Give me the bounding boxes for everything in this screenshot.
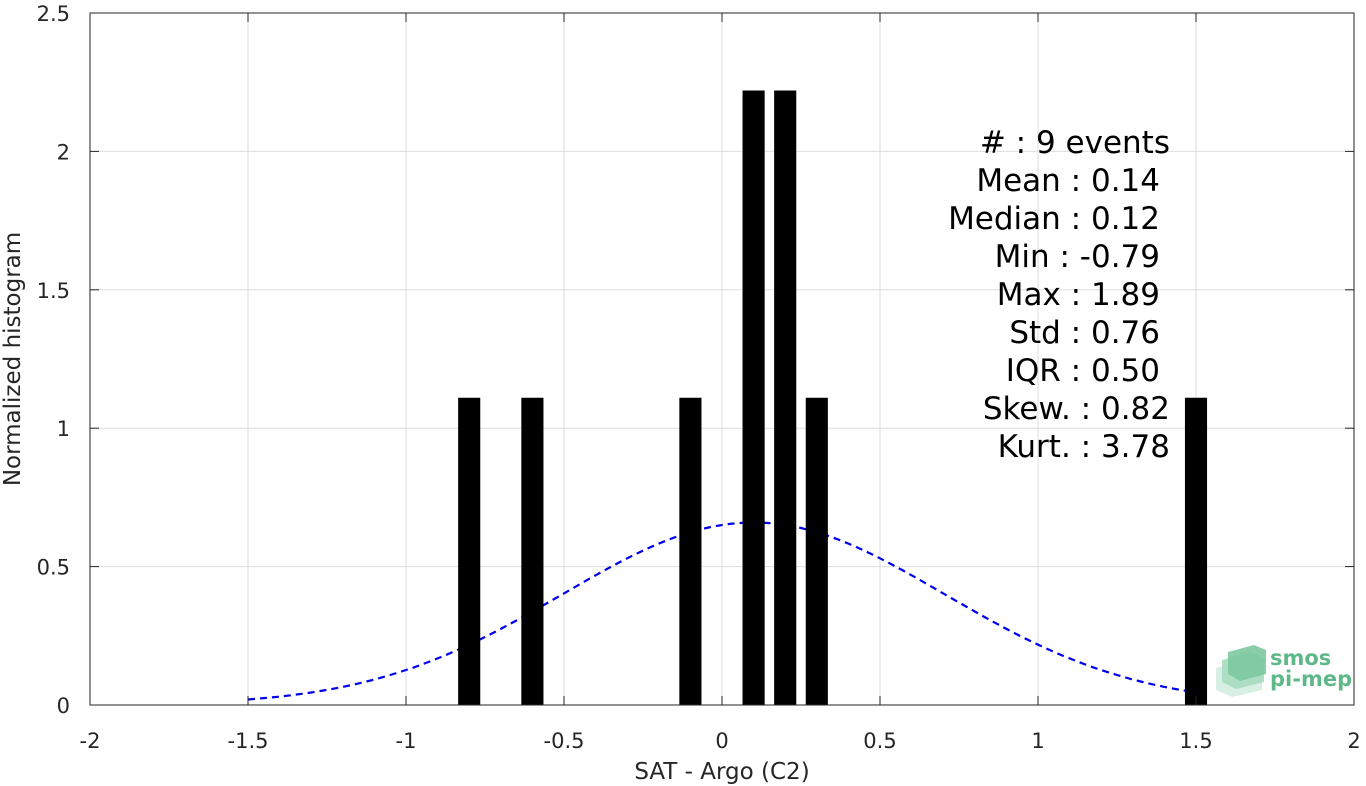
y-tick-label: 2.5 — [37, 2, 70, 26]
stat-kurt: Kurt. : 3.78 — [998, 429, 1170, 465]
grid-lines — [89, 12, 1355, 706]
x-tick-label: -0.5 — [544, 729, 585, 753]
y-axis-ticks: 0 0.5 1 1.5 2 2.5 — [37, 2, 1354, 718]
x-tick-label: 1.5 — [1179, 729, 1212, 753]
histogram-bar — [742, 90, 765, 705]
histogram-bars — [458, 90, 1208, 705]
x-tick-label: 0 — [715, 729, 728, 753]
histogram-bar — [805, 397, 828, 705]
y-tick-label: 1.5 — [37, 279, 70, 303]
x-axis-ticks: -2 -1.5 -1 -0.5 0 0.5 1 1.5 2 — [80, 13, 1361, 753]
y-tick-label: 1 — [57, 417, 70, 441]
y-axis-label: Normalized histogram — [0, 232, 26, 486]
gaussian-fit-layer — [247, 521, 1197, 701]
x-tick-label: 0.5 — [863, 729, 896, 753]
histogram-bar — [679, 397, 702, 705]
logo-text-smos: smos — [1270, 646, 1331, 670]
y-tick-label: 0.5 — [37, 556, 70, 580]
y-tick-label: 0 — [57, 694, 70, 718]
histogram-bar — [458, 397, 481, 705]
stat-min: Min : -0.79 — [995, 239, 1160, 275]
stat-count: # : 9 events — [980, 125, 1170, 161]
smos-pimep-logo: smos pi-mep — [1216, 645, 1352, 697]
stat-iqr: IQR : 0.50 — [1006, 353, 1160, 389]
x-tick-label: -1 — [396, 729, 417, 753]
histogram-bar — [1184, 397, 1208, 705]
gaussian-fit-curve — [247, 521, 1197, 701]
stat-skew: Skew. : 0.82 — [983, 391, 1170, 427]
stat-median: Median : 0.12 — [948, 201, 1160, 237]
histogram-bar — [774, 90, 797, 705]
x-axis-label: SAT - Argo (C2) — [634, 759, 809, 785]
logo-text-pimep: pi-mep — [1270, 667, 1352, 691]
x-tick-label: -2 — [80, 729, 101, 753]
stat-mean: Mean : 0.14 — [976, 163, 1160, 199]
logo-layers-icon — [1216, 645, 1266, 697]
x-tick-label: 2 — [1347, 729, 1360, 753]
stats-box: # : 9 events Mean : 0.14 Median : 0.12 M… — [948, 125, 1170, 465]
histogram-bar — [521, 397, 544, 705]
x-tick-label: -1.5 — [228, 729, 269, 753]
stat-max: Max : 1.89 — [997, 277, 1160, 313]
stat-std: Std : 0.76 — [1009, 315, 1160, 351]
x-tick-label: 1 — [1031, 729, 1044, 753]
y-tick-label: 2 — [57, 140, 70, 164]
